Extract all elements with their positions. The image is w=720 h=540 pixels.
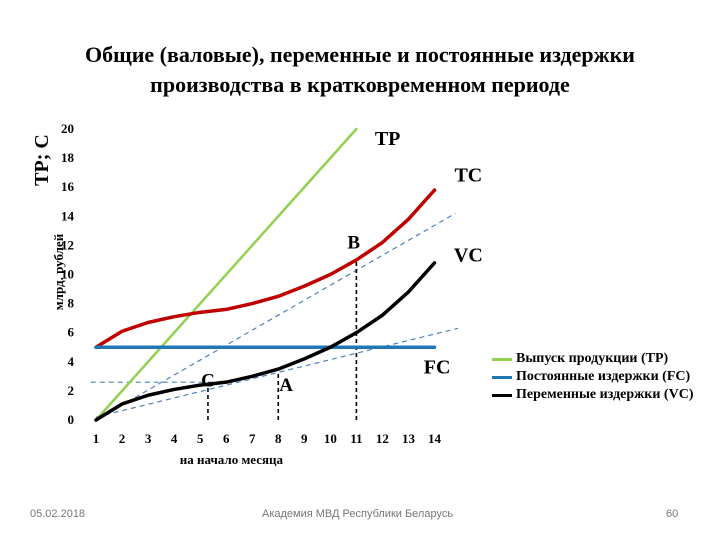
- legend-label-tp: Выпуск продукции (TP): [516, 351, 669, 366]
- title-line-2: производства в кратковременном периоде: [150, 72, 570, 97]
- x-tick-label-6: 6: [223, 431, 230, 446]
- annotation-a: A: [279, 375, 293, 396]
- x-tick-label-7: 7: [249, 431, 256, 446]
- legend-label-vc: Переменные издержки (VC): [516, 387, 694, 402]
- legend-swatch-tp: [492, 358, 512, 361]
- legend: Выпуск продукции (TP) Постоянные издержк…: [492, 350, 712, 404]
- guide-line-0: [95, 212, 456, 421]
- x-tick-label-1: 1: [93, 431, 100, 446]
- footer-page: 60: [666, 508, 679, 520]
- y-tick-label-4: 4: [68, 354, 75, 369]
- y-axis-label-sub: млрд. рублей: [51, 233, 66, 310]
- y-axis-label-main: TP; C: [31, 134, 53, 186]
- x-tick-label-3: 3: [145, 431, 152, 446]
- series-line-tp: [94, 127, 358, 422]
- legend-item-fc: Постоянные издержки (FC): [492, 368, 712, 386]
- guide-line-1: [95, 327, 459, 418]
- x-tick-label-14: 14: [428, 431, 442, 446]
- annotation-tc: TC: [454, 164, 482, 186]
- y-tick-label-2: 2: [68, 383, 75, 398]
- title-line-1: Общие (валовые), переменные и постоянные…: [85, 42, 635, 67]
- x-tick-label-8: 8: [275, 431, 282, 446]
- y-tick-label-14: 14: [61, 208, 75, 223]
- annotation-tp: TP: [375, 128, 401, 150]
- x-tick-label-10: 10: [324, 431, 337, 446]
- annotation-vc: VC: [454, 244, 483, 266]
- x-tick-label-12: 12: [376, 431, 389, 446]
- footer-date: 05.02.2018: [30, 508, 86, 520]
- x-tick-label-13: 13: [402, 431, 416, 446]
- y-tick-label-0: 0: [68, 412, 75, 427]
- y-tick-label-10: 10: [61, 267, 74, 282]
- legend-item-tp: Выпуск продукции (TP): [492, 350, 712, 368]
- y-tick-label-18: 18: [61, 150, 75, 165]
- x-tick-label-4: 4: [171, 431, 178, 446]
- chart-title: Общие (валовые), переменные и постоянные…: [20, 40, 700, 100]
- series-line-tc: [94, 188, 437, 349]
- legend-swatch-fc: [492, 376, 512, 379]
- x-tick-label-2: 2: [119, 431, 126, 446]
- legend-swatch-vc: [492, 394, 512, 397]
- annotation-c: C: [201, 371, 215, 392]
- series-line-vc: [94, 261, 437, 422]
- annotation-fc: FC: [424, 356, 451, 378]
- legend-label-fc: Постоянные издержки (FC): [516, 369, 691, 384]
- footer-org: Академия МВД Республики Беларусь: [262, 508, 454, 520]
- x-tick-label-11: 11: [350, 431, 362, 446]
- annotation-b: B: [347, 232, 360, 253]
- y-tick-label-12: 12: [61, 237, 74, 252]
- y-tick-label-8: 8: [68, 296, 75, 311]
- x-tick-label-9: 9: [301, 431, 308, 446]
- x-axis-label: на начало месяца: [180, 452, 284, 467]
- y-tick-label-16: 16: [61, 179, 75, 194]
- y-tick-label-6: 6: [68, 325, 75, 340]
- legend-item-vc: Переменные издержки (VC): [492, 386, 712, 404]
- x-tick-label-5: 5: [197, 431, 204, 446]
- y-tick-label-20: 20: [61, 121, 74, 136]
